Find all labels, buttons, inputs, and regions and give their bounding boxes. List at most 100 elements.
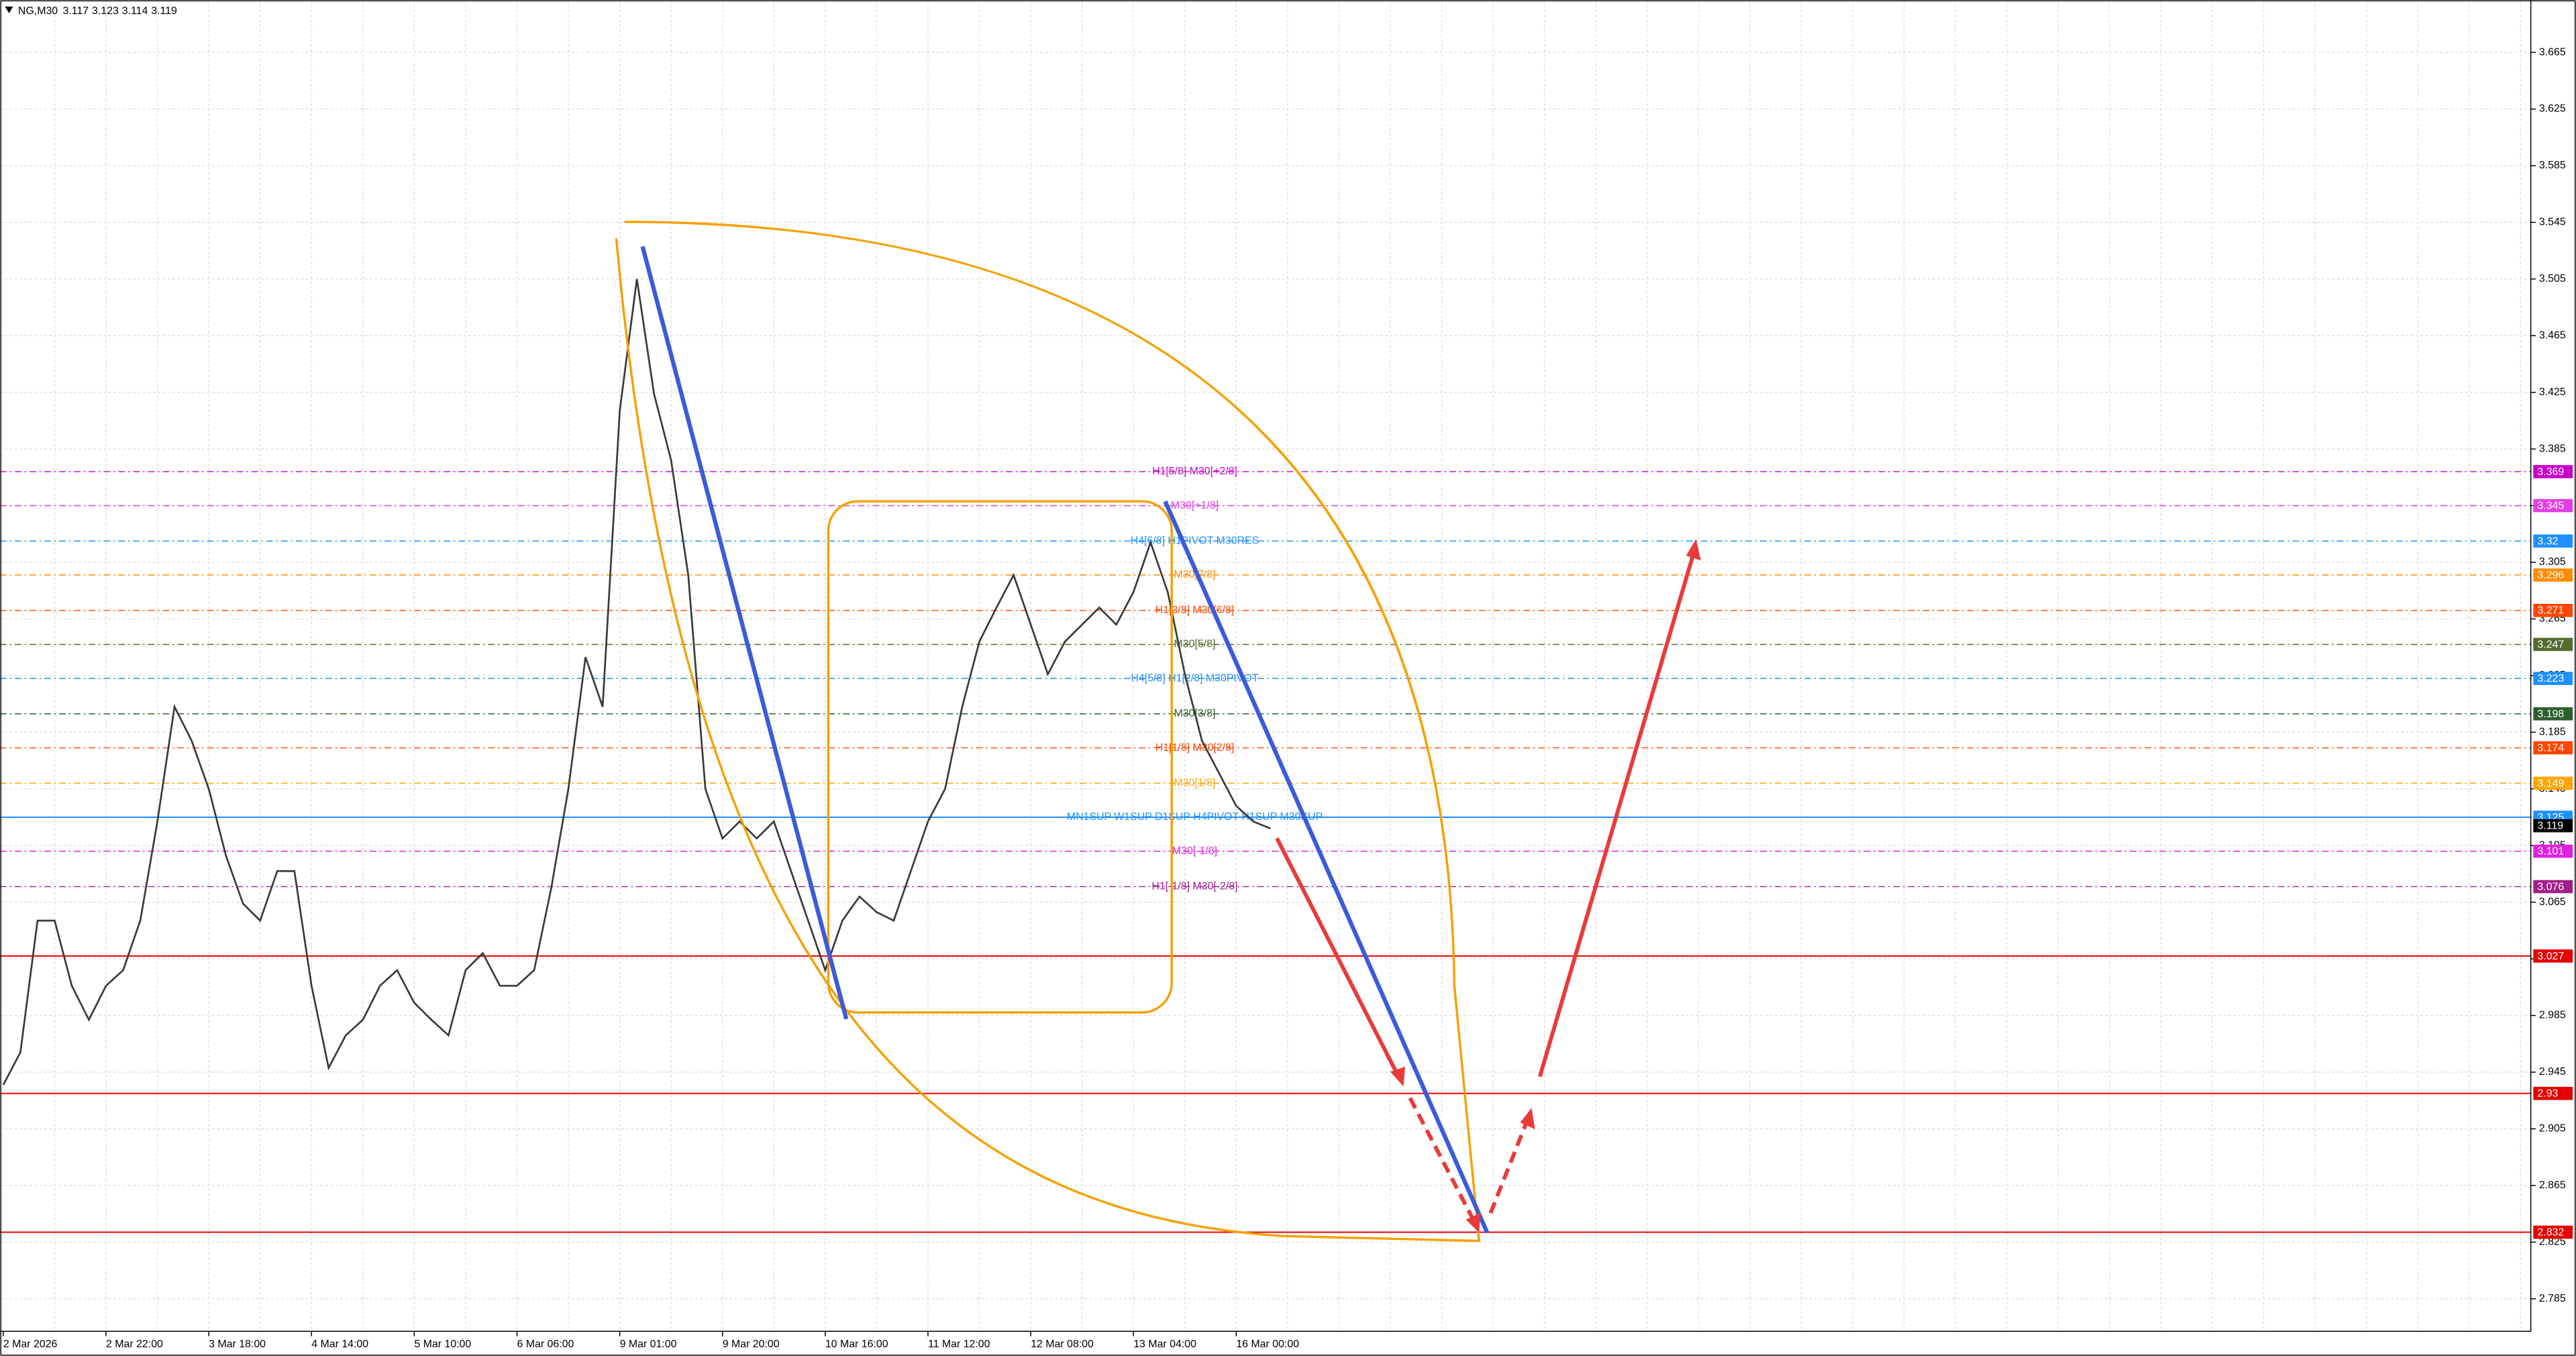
x-tick-label: 10 Mar 16:00 <box>825 1339 888 1350</box>
y-tick-label: 2.785 <box>2539 1293 2566 1304</box>
x-tick-label: 13 Mar 04:00 <box>1133 1339 1196 1350</box>
arrow <box>1538 550 1696 1078</box>
price-tag-label: 3.32 <box>2537 535 2558 547</box>
price-tag <box>2533 568 2573 582</box>
price-tag-label: 2.93 <box>2537 1088 2558 1100</box>
price-tag <box>2533 534 2573 548</box>
level-label: H1[3/8] M30[6/8] <box>1155 605 1235 616</box>
price-tag-label: 3.076 <box>2537 881 2564 892</box>
level-label: MN1SUP W1SUP D1SUP H4PIVOT H1SUP M30SUP <box>1067 811 1323 823</box>
price-tag <box>2533 776 2573 790</box>
price-tag <box>2533 844 2573 858</box>
y-tick-label: 2.865 <box>2539 1180 2566 1191</box>
price-tag-label: 3.296 <box>2537 570 2564 581</box>
x-tick-label: 9 Mar 01:00 <box>620 1339 677 1350</box>
time-axis-panel <box>0 1331 2576 1356</box>
low: 3.114 <box>122 5 148 17</box>
axes: 3.665 3.625 3.585 3.545 3.505 3.465 3.425 3.385… <box>3 46 2573 1350</box>
drawings <box>615 220 1701 1243</box>
series <box>2 278 1271 1086</box>
x-tick-label: 16 Mar 00:00 <box>1236 1339 1299 1350</box>
level-label: M30[-1/8] <box>1172 845 1217 857</box>
price-tag <box>2533 1086 2573 1100</box>
level-label: H4[5/8] H1[2/8] M30PIVOT <box>1131 672 1258 684</box>
price-tag-label: 2.832 <box>2537 1227 2564 1238</box>
x-tick-label: 2 Mar 2026 <box>3 1339 58 1350</box>
open: 3.117 <box>63 5 89 17</box>
close: 3.119 <box>151 5 177 17</box>
price-tag <box>2533 637 2573 651</box>
price-tag-label: 3.271 <box>2537 605 2564 617</box>
level-label: M30[+1/8] <box>1171 500 1219 511</box>
price-tag <box>2533 499 2573 513</box>
x-tick-label: 6 Mar 06:00 <box>517 1339 574 1350</box>
level-label: H1[5/8] M30[+2/8] <box>1152 466 1237 477</box>
orange-arc <box>615 220 1481 1243</box>
price-tag-label: 3.027 <box>2537 951 2564 962</box>
orange-box <box>827 500 1173 1014</box>
level-label: M30[5/8] <box>1174 639 1216 650</box>
level-label: M30[1/8] <box>1174 778 1216 789</box>
price-tag-label: 3.223 <box>2537 673 2564 684</box>
trend-line <box>1163 500 1490 1234</box>
price-tag-label: 3.369 <box>2537 466 2564 478</box>
x-tick-label: 3 Mar 18:00 <box>209 1339 266 1350</box>
price-tag-label: 3.101 <box>2537 846 2564 857</box>
price-tag <box>2533 604 2573 617</box>
high: 3.123 <box>92 5 119 17</box>
menu-triangle <box>5 6 13 13</box>
price-tag-label: 3.198 <box>2537 709 2564 720</box>
y-tick-label: 2.945 <box>2539 1066 2566 1078</box>
level-label: M30[7/8] <box>1174 569 1216 580</box>
arrow-head <box>1520 1108 1535 1129</box>
y-tick-label: 3.505 <box>2539 273 2566 284</box>
price-tag <box>2533 672 2573 685</box>
grid <box>0 0 2531 1332</box>
arrow-head <box>1390 1066 1405 1087</box>
trend-line <box>640 246 849 1020</box>
price-tag-label: 3.345 <box>2537 501 2564 512</box>
x-tick-label: 2 Mar 22:00 <box>106 1339 163 1350</box>
arrow-head <box>1686 539 1701 561</box>
y-tick-label: 3.065 <box>2539 896 2566 908</box>
price-tag <box>2533 1225 2573 1239</box>
y-tick-label: 3.665 <box>2539 46 2566 58</box>
y-tick-label: 2.905 <box>2539 1123 2566 1135</box>
y-tick-label: 3.465 <box>2539 329 2566 341</box>
y-tick-label: 3.585 <box>2539 160 2566 171</box>
current-price-tag <box>2533 819 2573 833</box>
price-tag-label: 3.149 <box>2537 778 2564 789</box>
price-tag <box>2533 707 2573 721</box>
level-label: H1[-1/8] M30[-2/8] <box>1151 881 1237 892</box>
level-label: H1[1/8] M30[2/8] <box>1155 742 1235 753</box>
price-tag <box>2533 880 2573 894</box>
y-tick-label: 3.185 <box>2539 727 2566 738</box>
level-label: H4[6/8] H1PIVOT M30RES <box>1131 535 1259 547</box>
arrow-head <box>1465 1212 1481 1233</box>
price-tag-label: 3.247 <box>2537 639 2564 650</box>
y-tick-label: 2.985 <box>2539 1010 2566 1021</box>
current-price-label: 3.119 <box>2537 821 2563 832</box>
y-tick-label: 2.825 <box>2539 1236 2566 1247</box>
y-tick-label: 3.545 <box>2539 217 2566 228</box>
y-tick-label: 3.385 <box>2539 443 2566 454</box>
arrow <box>1275 837 1402 1081</box>
arrow <box>1408 1097 1478 1226</box>
price-tag <box>2533 949 2573 963</box>
y-tick-label: 3.625 <box>2539 103 2566 115</box>
x-tick-label: 11 Mar 12:00 <box>928 1339 990 1350</box>
price-tag <box>2533 465 2573 478</box>
header: NG,M30 3.117 3.123 3.114 3.119 <box>18 5 177 17</box>
x-tick-label: 5 Mar 10:00 <box>414 1339 471 1350</box>
price-tag-label: 3.174 <box>2537 742 2564 753</box>
y-tick-label: 3.425 <box>2539 386 2566 398</box>
x-tick-label: 9 Mar 20:00 <box>723 1339 780 1350</box>
price-line <box>2 278 1271 1086</box>
y-tick-label: 3.305 <box>2539 556 2566 568</box>
x-tick-label: 12 Mar 08:00 <box>1031 1339 1094 1350</box>
x-tick-label: 4 Mar 14:00 <box>311 1339 368 1350</box>
symbol: NG,M30 <box>18 5 58 17</box>
